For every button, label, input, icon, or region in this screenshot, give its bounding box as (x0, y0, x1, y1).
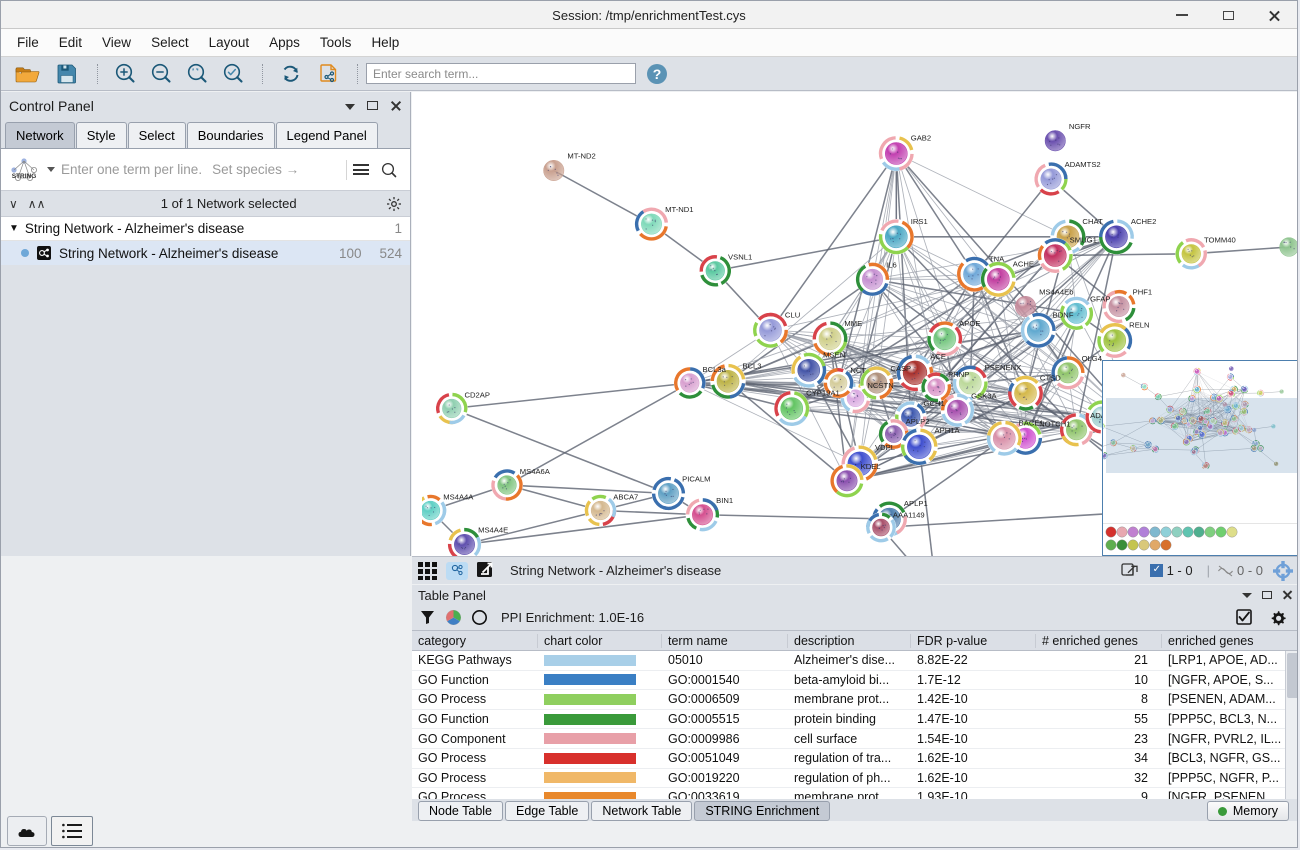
svg-text:MME: MME (844, 319, 862, 328)
svg-text:ACHE: ACHE (1013, 260, 1034, 269)
svg-text:KDEL: KDEL (861, 462, 881, 471)
svg-text:MS4A4A: MS4A4A (443, 492, 474, 501)
svg-text:APOE: APOE (959, 319, 980, 328)
svg-text:ACE: ACE (930, 352, 946, 361)
svg-text:NGFR: NGFR (1069, 122, 1091, 131)
svg-text:PSENENX: PSENENX (985, 363, 1022, 372)
svg-text:MT-ND1: MT-ND1 (665, 205, 693, 214)
svg-text:BDNF: BDNF (1053, 311, 1074, 320)
svg-text:?: ? (653, 66, 662, 82)
svg-text:NCT: NCT (850, 366, 866, 375)
svg-text:OLG4: OLG4 (1082, 354, 1103, 363)
svg-text:BIN1: BIN1 (716, 496, 733, 505)
svg-text:CHAT: CHAT (1082, 217, 1103, 226)
svg-text:PICALM: PICALM (682, 475, 710, 484)
svg-text:CTSD: CTSD (1040, 373, 1061, 382)
svg-text:VDPL: VDPL (875, 443, 895, 452)
svg-text:BCL3: BCL3 (742, 362, 761, 371)
svg-text:MS4A4E: MS4A4E (478, 526, 508, 535)
svg-text:BCL3a: BCL3a (703, 365, 727, 374)
svg-text:IRS1: IRS1 (911, 217, 928, 226)
svg-text:CASP: CASP (890, 364, 911, 373)
svg-text:APLP1: APLP1 (904, 499, 928, 508)
svg-text:AAA1149: AAA1149 (893, 510, 925, 519)
svg-text:CYP19A1: CYP19A1 (806, 389, 840, 398)
svg-text:APH1A: APH1A (935, 426, 961, 435)
svg-text:GAB2: GAB2 (911, 134, 931, 143)
svg-text:IL6: IL6 (886, 260, 897, 269)
svg-text:RELN: RELN (1129, 321, 1149, 330)
svg-text:ADAMTS2: ADAMTS2 (1065, 160, 1101, 169)
svg-text:GCH1: GCH1 (924, 399, 945, 408)
svg-text:BACE1: BACE1 (1019, 419, 1044, 428)
svg-text:CLU: CLU (785, 311, 800, 320)
svg-text:MT-ND2: MT-ND2 (567, 152, 595, 161)
svg-text:ACHE2: ACHE2 (1131, 217, 1156, 226)
svg-text:NOTCH1: NOTCH1 (1039, 419, 1070, 428)
svg-text:GFAP: GFAP (1090, 294, 1110, 303)
svg-text:SMUG1: SMUG1 (1070, 236, 1097, 245)
svg-text:MS4A6A: MS4A6A (520, 467, 551, 476)
svg-text:TOMM40: TOMM40 (1204, 236, 1236, 245)
svg-text:APLP2: APLP2 (906, 417, 930, 426)
svg-text:VSNL1: VSNL1 (728, 253, 752, 262)
svg-text:NCSTN: NCSTN (867, 381, 893, 390)
svg-text:GSK3A: GSK3A (971, 391, 997, 400)
svg-text:PHF1: PHF1 (1133, 288, 1153, 297)
svg-text:ABCA7: ABCA7 (613, 492, 638, 501)
svg-text:TNA: TNA (989, 254, 1005, 263)
svg-text:MSEN: MSEN (823, 351, 845, 360)
svg-text:PRNP: PRNP (948, 370, 969, 379)
svg-text:MS4A4Eb: MS4A4Eb (1039, 288, 1073, 297)
svg-text:CD2AP: CD2AP (465, 390, 490, 399)
